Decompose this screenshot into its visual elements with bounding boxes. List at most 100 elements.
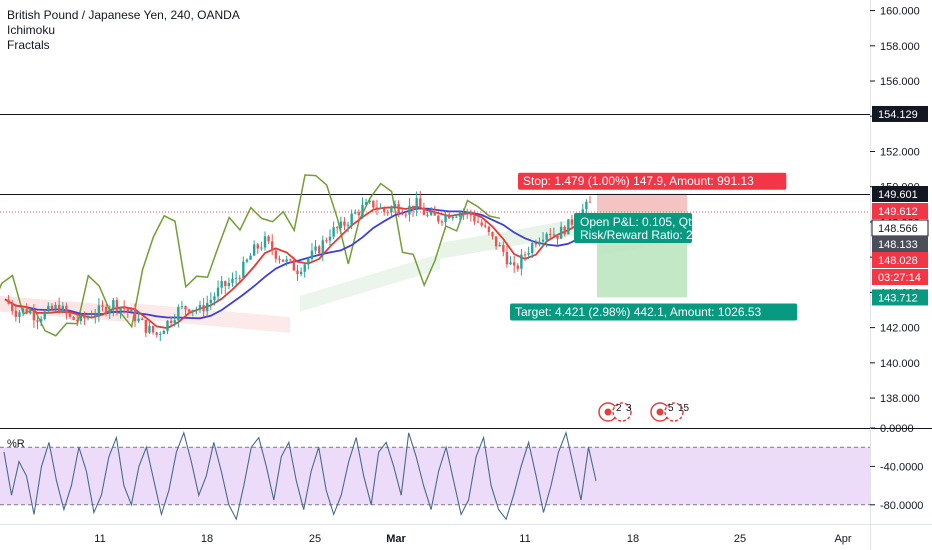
price-label-text: 154.129 [878, 109, 918, 121]
candle-body [307, 259, 310, 265]
candle-body [516, 265, 519, 269]
target-label: Target: 4.421 (2.98%) 442.1, Amount: 102… [510, 303, 798, 321]
chikou-span [0, 174, 501, 337]
candle-body [213, 296, 216, 300]
candle-body [447, 214, 451, 219]
candle-body [350, 213, 353, 225]
candle-body [11, 303, 14, 311]
y-tick-label: 140.000 [880, 358, 920, 370]
candle-body [538, 241, 541, 245]
price-label-bg [872, 252, 928, 268]
candle-body [480, 222, 483, 226]
price-label: 143.712 [872, 289, 928, 306]
position-labels: Stop: 1.479 (1.00%) 147.9, Amount: 991.1… [510, 172, 798, 321]
candle-body [458, 212, 462, 217]
candle-body [520, 254, 523, 269]
candle-body [274, 250, 278, 259]
candle-body [296, 270, 299, 275]
candle-body [411, 205, 415, 211]
ichimoku-cloud [0, 214, 690, 333]
candle-body [18, 312, 21, 317]
candle-body [21, 308, 25, 313]
candle-body [47, 305, 50, 312]
candle-body [303, 264, 306, 272]
wr-band [0, 447, 870, 505]
candle-body [429, 211, 433, 216]
candle-body [119, 307, 122, 311]
candle-body [126, 308, 129, 312]
candle-body [148, 325, 151, 333]
williams-r-label[interactable]: %R [7, 438, 25, 450]
candle-body [184, 306, 187, 310]
candle-body [509, 262, 512, 265]
candle-body [166, 320, 169, 331]
price-label-text: 148.028 [878, 255, 918, 267]
candle-body [271, 241, 274, 251]
candle-body [415, 198, 418, 211]
price-label-text: 03:27:14 [878, 272, 921, 284]
cloud-segment [300, 253, 440, 312]
candle-body [144, 320, 148, 333]
candle-body [336, 227, 339, 229]
candle-body [556, 234, 559, 239]
candle-body [83, 314, 86, 319]
stop-zone [597, 193, 687, 212]
candle-body [137, 318, 140, 322]
candle-body [491, 232, 494, 237]
candle-body [372, 200, 375, 208]
candle-body [122, 307, 126, 309]
candle-body [361, 204, 364, 216]
candle-body [29, 311, 32, 314]
candle-body [523, 254, 527, 256]
target-label-bg [510, 303, 798, 321]
candle-body [36, 320, 39, 322]
candle-body [375, 207, 379, 209]
y-tick-label: 158.000 [880, 41, 920, 53]
wr-y-tick-label: -80.0000 [880, 500, 923, 512]
candle-body [169, 320, 173, 324]
candle-body [379, 207, 382, 209]
candle-body [541, 239, 545, 242]
candle-body [65, 305, 68, 314]
candle-body [289, 259, 292, 261]
candle-body [364, 202, 368, 205]
candle-body [108, 308, 111, 314]
candle-body [534, 243, 538, 245]
event-marker-label: 2 [616, 403, 622, 414]
ichimoku-label[interactable]: Ichimoku [7, 23, 56, 37]
candle-body [224, 281, 227, 287]
candle-body [505, 251, 509, 265]
ichimoku-lines [0, 174, 591, 337]
candle-body [7, 299, 10, 304]
williams-r-pane: 0.0000 -40.0000 -80.0000 [0, 423, 923, 521]
candle-body [397, 204, 400, 214]
candle-body [462, 212, 465, 214]
cloud-segment [130, 302, 290, 333]
candle-body [180, 306, 184, 308]
candle-body [339, 221, 343, 228]
candle-body [444, 214, 447, 223]
wr-y-tick-label: -40.0000 [880, 461, 923, 473]
candle-body [325, 240, 328, 242]
price-label-bg [872, 289, 928, 306]
candle-body [133, 309, 137, 322]
symbol-title[interactable]: British Pound / Japanese Yen, 240, OANDA [7, 8, 240, 22]
candle-body [57, 304, 61, 312]
stop-label-text: Stop: 1.479 (1.00%) 147.9, Amount: 991.1… [523, 174, 754, 188]
fractals-label[interactable]: Fractals [7, 38, 50, 52]
candle-body [469, 211, 473, 216]
y-tick-label: 156.000 [880, 76, 920, 88]
candle-body [393, 204, 397, 207]
candle-body [494, 236, 498, 247]
candle-body [112, 300, 115, 309]
pnl-box-bg [574, 213, 692, 243]
candle-body [451, 216, 454, 219]
candle-body [455, 216, 458, 218]
candle-body [317, 246, 321, 254]
horizontal-lines [0, 114, 870, 195]
candle-body [321, 240, 324, 254]
candle-body [54, 304, 57, 310]
candle-body [512, 262, 516, 266]
